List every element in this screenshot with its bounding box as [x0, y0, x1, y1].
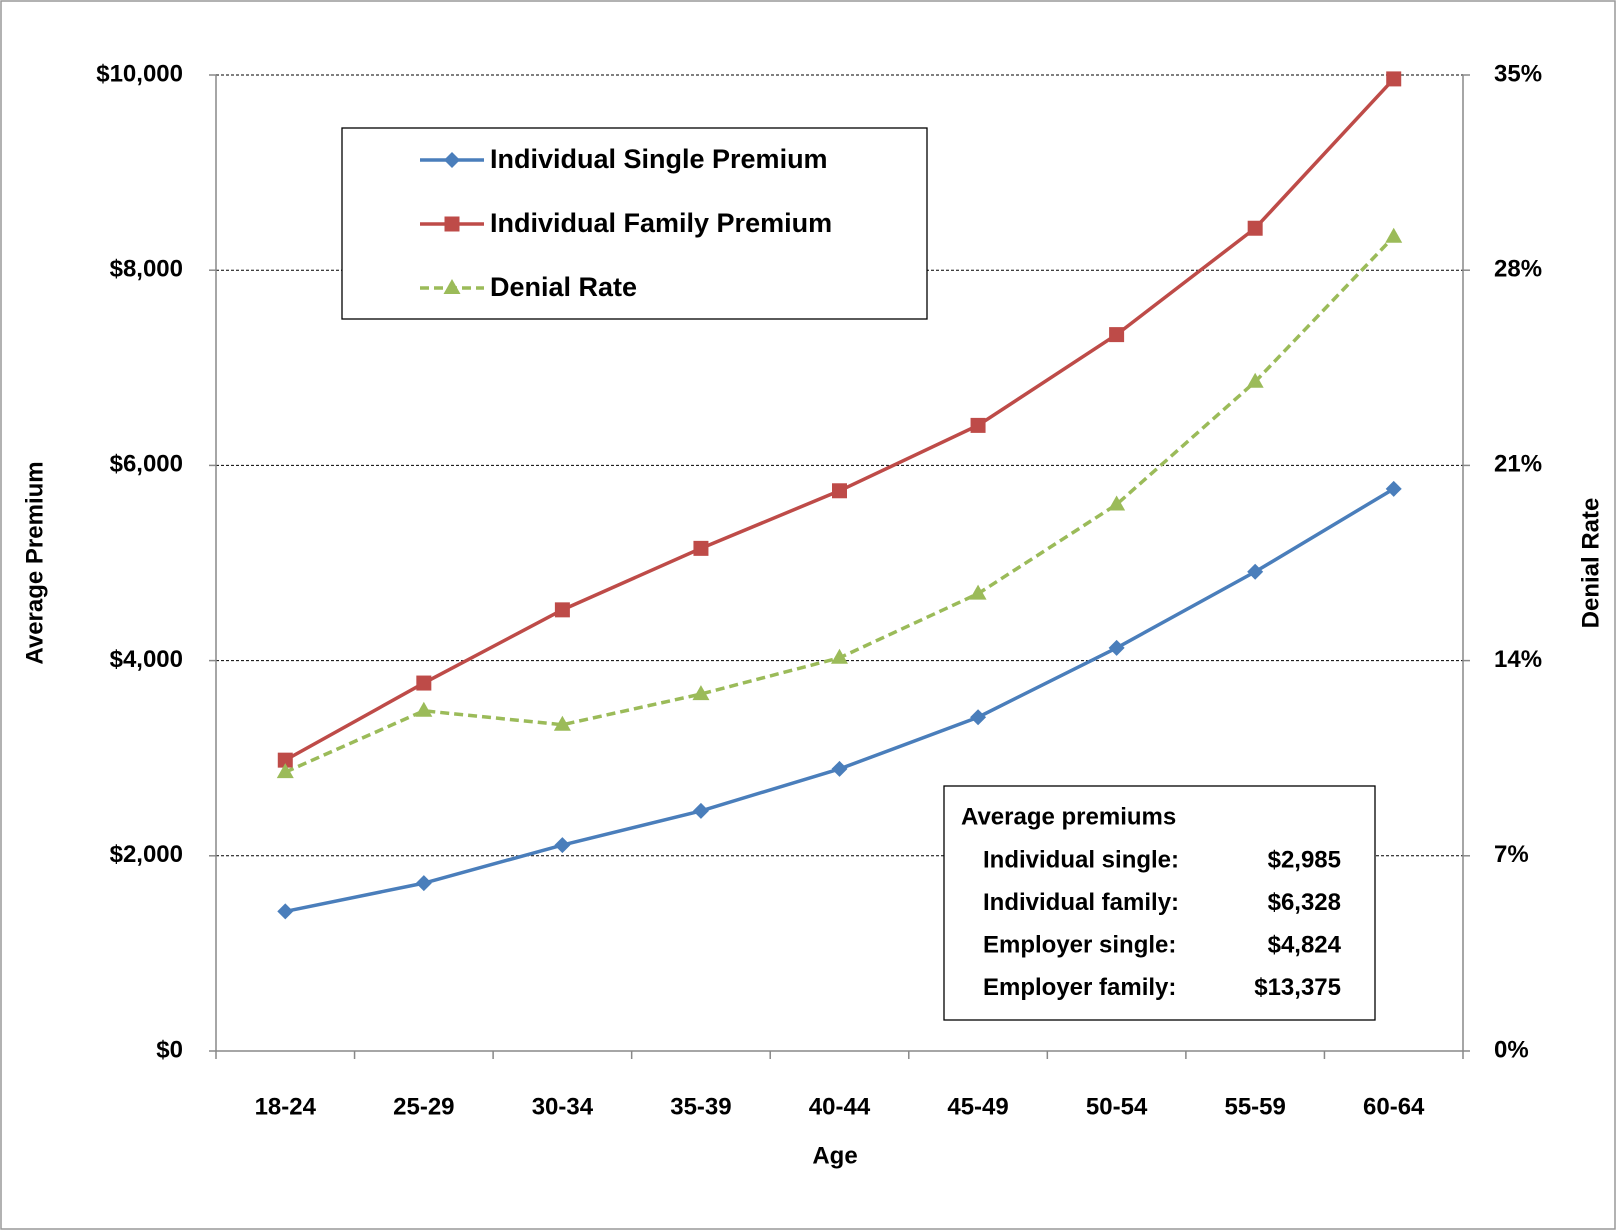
data-point	[1108, 639, 1125, 656]
data-point	[276, 763, 294, 779]
x-tick-label: 18-24	[255, 1093, 317, 1120]
y2-tick-label: 35%	[1494, 60, 1542, 87]
x-tick-label: 60-64	[1363, 1093, 1425, 1120]
annotation-label: Individual family:	[983, 889, 1179, 916]
annotation-box	[943, 785, 1376, 1021]
annotation-title: Average premiums	[961, 803, 1176, 830]
x-tick-label: 25-29	[393, 1093, 454, 1120]
annotation-value: $13,375	[1254, 974, 1341, 1001]
legend-marker	[444, 216, 460, 232]
legend-label: Individual Single Premium	[490, 144, 828, 174]
y-tick-label: $0	[156, 1036, 183, 1063]
x-tick-label: 35-39	[670, 1093, 731, 1120]
legend-label: Denial Rate	[490, 272, 637, 302]
y2-tick-label: 7%	[1494, 841, 1529, 868]
data-point	[693, 540, 709, 556]
data-point	[1108, 495, 1126, 511]
data-point	[1246, 372, 1264, 388]
data-point	[553, 715, 571, 731]
annotation-label: Employer single:	[983, 931, 1176, 958]
annotation-value: $2,985	[1268, 846, 1341, 873]
y-tick-label: $2,000	[110, 841, 183, 868]
legend-label: Individual Family Premium	[490, 208, 832, 238]
y2-tick-label: 0%	[1494, 1036, 1529, 1063]
data-point	[831, 648, 848, 664]
data-point	[832, 483, 847, 499]
y-tick-label: $8,000	[110, 256, 183, 283]
x-tick-label: 55-59	[1224, 1093, 1285, 1120]
y-tick-label: $6,000	[110, 451, 183, 478]
annotation-label: Individual single:	[983, 846, 1179, 873]
x-tick-label: 45-49	[947, 1093, 1008, 1120]
annotation-value: $6,328	[1268, 889, 1341, 916]
data-point	[416, 675, 432, 691]
legend-marker	[443, 279, 461, 294]
x-tick-label: 40-44	[809, 1093, 871, 1120]
data-point	[1385, 480, 1402, 497]
data-point	[554, 837, 571, 854]
y2-tick-label: 21%	[1494, 451, 1542, 478]
x-axis-title: Age	[812, 1142, 857, 1169]
annotation-value: $4,824	[1268, 931, 1342, 958]
data-point	[1386, 71, 1402, 87]
annotation-label: Employer family:	[983, 974, 1176, 1001]
data-point	[415, 701, 433, 717]
legend-marker	[444, 152, 460, 168]
x-tick-label: 30-34	[532, 1093, 594, 1120]
x-tick-label: 50-54	[1086, 1093, 1148, 1120]
data-point	[1247, 563, 1264, 580]
data-point	[554, 602, 570, 618]
y2-tick-label: 14%	[1494, 646, 1542, 673]
data-point	[277, 903, 294, 920]
y-tick-label: $4,000	[110, 646, 183, 673]
data-point	[831, 760, 848, 777]
data-point	[692, 802, 709, 819]
data-point	[692, 685, 710, 701]
y2-axis-title: Denial Rate	[1577, 498, 1604, 629]
data-point	[1385, 227, 1403, 243]
data-point	[969, 584, 987, 600]
y2-tick-label: 28%	[1494, 256, 1542, 283]
y-tick-label: $10,000	[96, 60, 183, 87]
data-point	[970, 417, 986, 433]
data-point	[1109, 327, 1125, 343]
data-point	[277, 752, 293, 768]
data-point	[1247, 220, 1263, 236]
y-axis-title: Average Premium	[21, 461, 48, 664]
data-point	[415, 875, 432, 892]
data-point	[970, 709, 987, 726]
